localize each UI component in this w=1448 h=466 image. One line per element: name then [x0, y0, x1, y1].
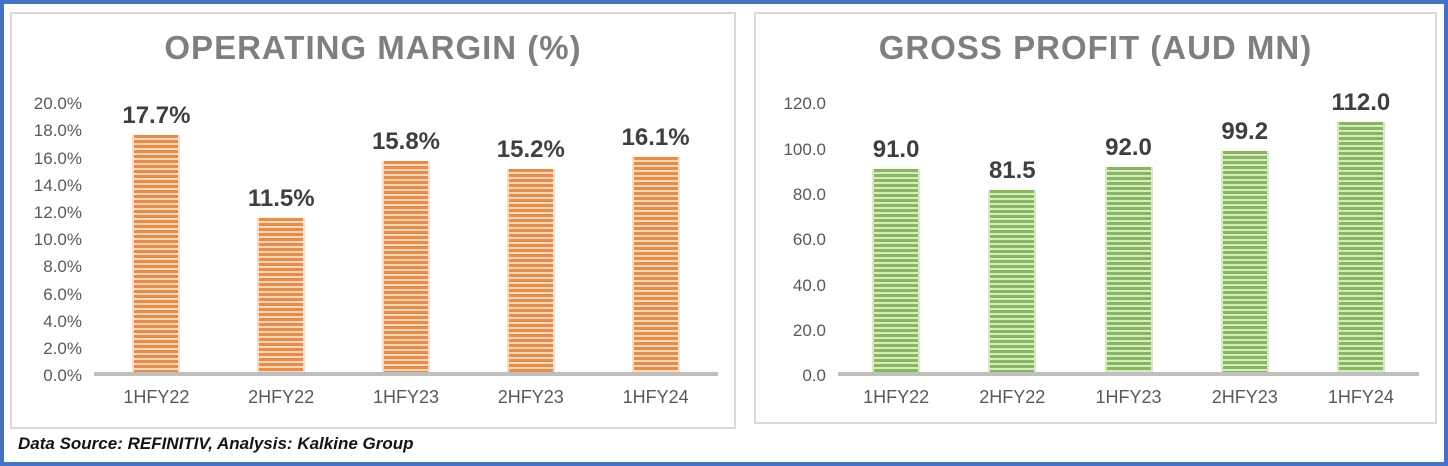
x-category-label: 1HFY24 [1327, 387, 1394, 408]
y-tick-label: 20.0% [33, 94, 82, 114]
bar-value-label: 91.0 [872, 136, 920, 164]
y-tick-label: 14.0% [33, 175, 82, 195]
chart-title: GROSS PROFIT (AUD MN) [878, 29, 1313, 66]
y-tick-label: 16.0% [33, 148, 82, 168]
bar-slot: 11.5% [219, 104, 344, 373]
y-tick-label: 10.0% [33, 230, 82, 250]
y-tick-label: 80.0 [792, 184, 826, 204]
bar-value-label: 17.7% [122, 102, 191, 130]
bar-slot: 99.2 [1187, 104, 1303, 373]
y-tick-label: 20.0 [792, 320, 826, 340]
bar-value-label: 15.2% [496, 135, 565, 163]
x-axis: 1HFY22 2HFY22 1HFY23 2HFY23 1HFY24 [838, 387, 1419, 408]
x-category-label: 1HFY23 [372, 387, 440, 408]
y-tick-label: 120.0 [783, 94, 826, 114]
y-tick-label: 18.0% [33, 121, 82, 141]
bar [872, 169, 921, 373]
plot-area: 91.0 81.5 92.0 99.2 112.0 [838, 91, 1419, 377]
bar-value-label: 15.8% [371, 127, 441, 155]
bar [381, 160, 430, 373]
plot-area-wrap: 17.7% 11.5% 15.8% 15.2% 16.1% 1HFY22 2HFY22 1H… [94, 104, 718, 408]
bar-slot: 15.8% [344, 104, 469, 373]
bar [1104, 166, 1153, 373]
data-source-caption: Data Source: REFINITIV, Analysis: Kalkin… [18, 434, 414, 453]
chart-body: 20.0% 18.0% 16.0% 14.0% 12.0% 10.0% 8.0% 6.0% 4.… [18, 94, 728, 408]
x-category-label: 2HFY23 [1211, 387, 1278, 408]
bar [1220, 150, 1269, 373]
bar [506, 168, 555, 373]
y-tick-label: 0.0% [43, 366, 82, 386]
bar [631, 156, 680, 373]
x-category-label: 1HFY24 [622, 387, 689, 408]
x-category-label: 1HFY22 [863, 387, 930, 408]
y-axis: 20.0% 18.0% 16.0% 14.0% 12.0% 10.0% 8.0% 6.0% 4.… [22, 94, 94, 385]
bar-slot: 92.0 [1070, 104, 1186, 373]
y-tick-label: 4.0% [43, 311, 82, 331]
y-tick-label: 60.0 [792, 230, 826, 250]
x-category-label: 2HFY22 [248, 387, 315, 408]
bar-value-label: 99.2 [1221, 117, 1269, 145]
x-category-label: 2HFY22 [979, 387, 1046, 408]
x-category-label: 1HFY23 [1095, 387, 1162, 408]
bar-value-label: 92.0 [1105, 133, 1152, 161]
x-category-label: 1HFY22 [123, 387, 190, 408]
plot-area-wrap: 91.0 81.5 92.0 99.2 112.0 1HFY22 2HFY22 1HFY23… [838, 91, 1419, 408]
charts-row: OPERATING MARGIN (%) 20.0% 18.0% 16.0% 14.0… [10, 12, 1437, 429]
y-tick-label: 8.0% [43, 257, 82, 277]
chart-title: OPERATING MARGIN (%) [164, 29, 582, 66]
y-tick-label: 2.0% [43, 339, 82, 359]
bar-value-label: 11.5% [247, 185, 315, 213]
bar-slot: 16.1% [593, 104, 718, 373]
y-tick-label: 12.0% [33, 203, 82, 223]
operating-margin-chart: OPERATING MARGIN (%) 20.0% 18.0% 16.0% 14.0… [10, 12, 736, 429]
x-category-label: 2HFY23 [497, 387, 564, 408]
y-tick-label: 40.0 [792, 275, 826, 295]
y-tick-label: 0.0 [802, 366, 826, 386]
bar-value-label: 81.5 [988, 157, 1036, 185]
bar-slot: 81.5 [954, 104, 1070, 373]
plot-area: 17.7% 11.5% 15.8% 15.2% 16.1% [94, 102, 718, 377]
bar [988, 190, 1037, 373]
bar [257, 218, 306, 373]
x-axis: 1HFY22 2HFY22 1HFY23 2HFY23 1HFY24 [94, 387, 718, 408]
bar-value-label: 16.1% [621, 123, 690, 151]
chart-body: 120.0 100.0 80.0 60.0 40.0 20.0 0.0 91.0 81.5 92… [762, 91, 1429, 408]
bar [1336, 122, 1385, 373]
bar-slot: 91.0 [838, 104, 954, 373]
bar [132, 135, 181, 373]
gross-profit-chart: GROSS PROFIT (AUD MN) 120.0 100.0 80.0 60.0… [754, 12, 1437, 424]
bar-value-label: 112.0 [1331, 89, 1391, 117]
y-tick-label: 100.0 [783, 139, 826, 159]
bar-slot: 15.2% [468, 104, 593, 373]
y-axis: 120.0 100.0 80.0 60.0 40.0 20.0 0.0 [766, 94, 838, 385]
bar-slot: 112.0 [1303, 91, 1419, 373]
y-tick-label: 6.0% [43, 284, 82, 304]
bar-slot: 17.7% [94, 102, 219, 373]
